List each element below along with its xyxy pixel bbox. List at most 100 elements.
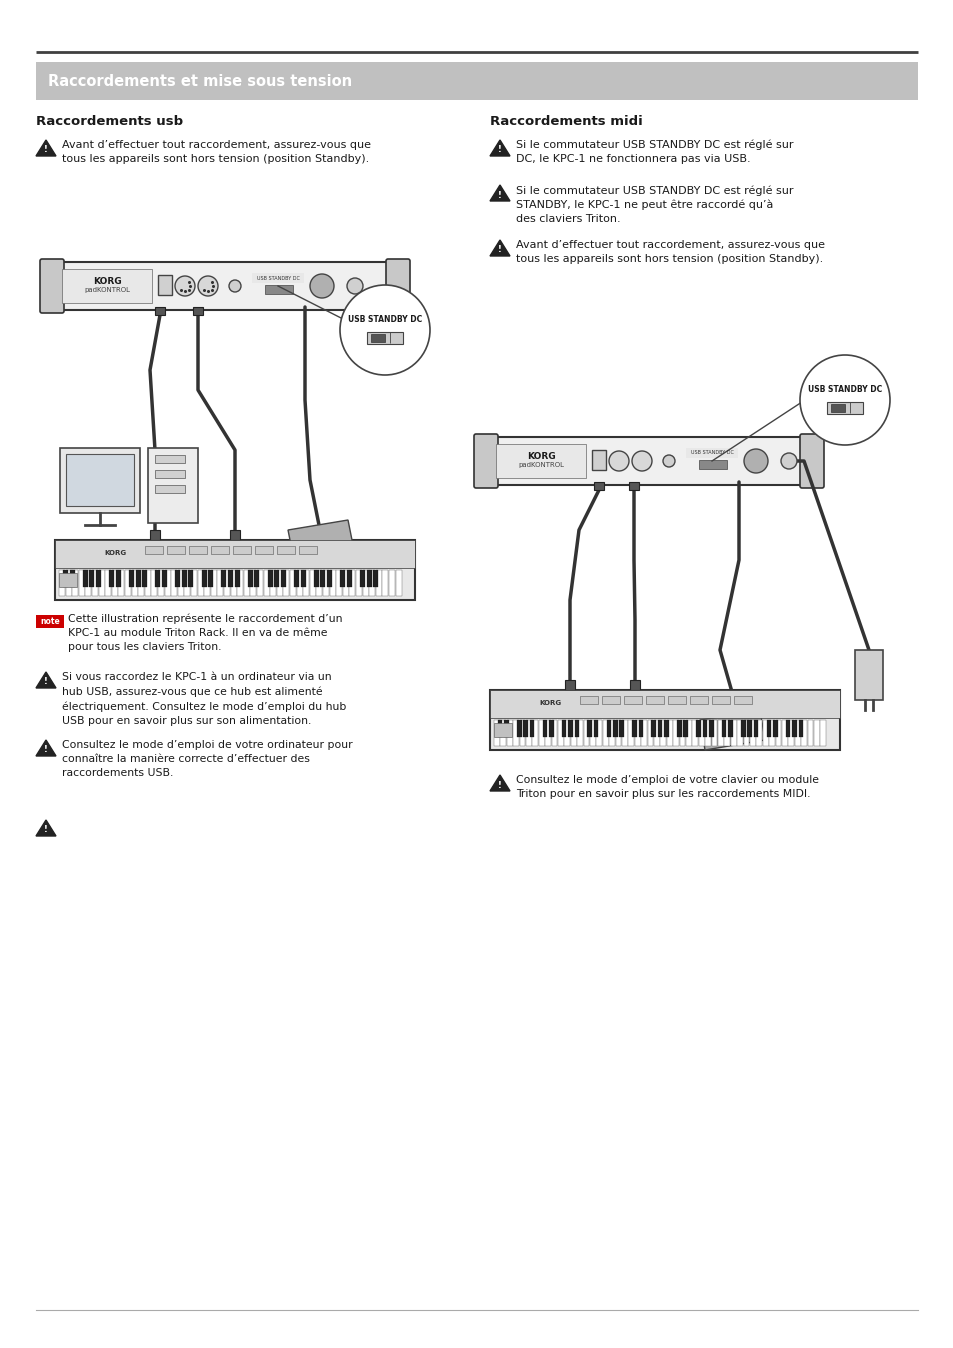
Bar bbox=[490, 690, 840, 718]
Bar bbox=[167, 546, 185, 554]
Bar bbox=[233, 546, 251, 554]
Polygon shape bbox=[490, 140, 510, 156]
Bar bbox=[609, 720, 615, 745]
Bar bbox=[79, 570, 85, 596]
Bar bbox=[583, 720, 589, 745]
Bar bbox=[579, 696, 598, 704]
Bar bbox=[654, 720, 659, 745]
Bar bbox=[300, 570, 305, 586]
Bar bbox=[623, 696, 641, 704]
Circle shape bbox=[229, 280, 241, 293]
Text: padKONTROL: padKONTROL bbox=[517, 462, 563, 468]
Bar bbox=[529, 720, 534, 737]
Bar bbox=[112, 570, 117, 596]
Text: Raccordements midi: Raccordements midi bbox=[490, 115, 642, 128]
Bar bbox=[72, 570, 78, 596]
Bar bbox=[698, 720, 704, 745]
Bar bbox=[618, 720, 623, 737]
Bar bbox=[165, 570, 171, 596]
Bar bbox=[59, 570, 65, 596]
Bar bbox=[798, 720, 802, 737]
Bar bbox=[193, 307, 203, 315]
Bar bbox=[274, 570, 279, 586]
Bar bbox=[158, 570, 164, 596]
Bar bbox=[615, 720, 620, 745]
Bar bbox=[500, 720, 506, 745]
Text: Si le commutateur USB STANDBY DC est réglé sur
STANDBY, le KPC-1 ne peut être ra: Si le commutateur USB STANDBY DC est rég… bbox=[516, 185, 793, 224]
Circle shape bbox=[662, 456, 675, 466]
Bar bbox=[785, 720, 790, 737]
Bar bbox=[594, 483, 603, 491]
Bar bbox=[538, 720, 544, 745]
Bar bbox=[794, 720, 800, 745]
Bar bbox=[549, 720, 553, 737]
FancyBboxPatch shape bbox=[491, 437, 806, 485]
Circle shape bbox=[339, 284, 430, 375]
Bar bbox=[601, 696, 619, 704]
Text: KORG: KORG bbox=[104, 550, 126, 555]
Bar bbox=[519, 720, 525, 745]
Bar bbox=[244, 570, 250, 596]
Bar bbox=[70, 570, 74, 586]
Bar bbox=[787, 720, 793, 745]
Bar bbox=[148, 448, 198, 523]
Bar bbox=[175, 570, 180, 586]
Bar bbox=[55, 541, 415, 600]
Bar bbox=[647, 720, 653, 745]
Bar bbox=[749, 720, 755, 745]
Bar bbox=[677, 720, 680, 737]
Bar bbox=[355, 570, 361, 596]
Bar bbox=[263, 570, 270, 596]
Bar bbox=[727, 720, 732, 737]
Text: Si vous raccordez le KPC-1 à un ordinateur via un
hub USB, assurez-vous que ce h: Si vous raccordez le KPC-1 à un ordinate… bbox=[62, 673, 346, 725]
Bar bbox=[704, 720, 710, 745]
Bar bbox=[628, 483, 639, 491]
Bar bbox=[347, 570, 352, 586]
Bar bbox=[98, 570, 105, 596]
Bar bbox=[349, 570, 355, 596]
Bar bbox=[86, 570, 91, 596]
Text: !: ! bbox=[44, 745, 48, 755]
Bar bbox=[323, 570, 329, 596]
Bar bbox=[542, 720, 547, 737]
Bar bbox=[211, 570, 216, 596]
Bar bbox=[613, 720, 617, 737]
Bar bbox=[135, 570, 140, 586]
Bar bbox=[371, 334, 385, 342]
Text: Raccordements et mise sous tension: Raccordements et mise sous tension bbox=[48, 74, 352, 89]
Bar bbox=[201, 570, 207, 586]
Bar bbox=[564, 679, 575, 690]
Bar bbox=[280, 570, 286, 586]
Bar bbox=[158, 275, 172, 295]
Bar bbox=[320, 570, 325, 586]
Text: Avant d’effectuer tout raccordement, assurez-vous que
tous les appareils sont ho: Avant d’effectuer tout raccordement, ass… bbox=[62, 140, 371, 164]
Bar bbox=[36, 62, 917, 100]
Text: Si le commutateur USB STANDBY DC est réglé sur
DC, le KPC-1 ne fonctionnera pas : Si le commutateur USB STANDBY DC est rég… bbox=[516, 140, 793, 164]
Bar bbox=[628, 720, 634, 745]
Polygon shape bbox=[490, 240, 510, 256]
FancyBboxPatch shape bbox=[386, 259, 410, 313]
Bar bbox=[517, 720, 521, 737]
Circle shape bbox=[174, 276, 194, 297]
Text: |: | bbox=[388, 333, 392, 344]
Text: |: | bbox=[847, 403, 851, 414]
Bar bbox=[283, 570, 289, 596]
Bar bbox=[327, 570, 332, 586]
Bar bbox=[854, 650, 882, 700]
Bar bbox=[375, 570, 381, 596]
Bar bbox=[596, 720, 601, 745]
Bar bbox=[177, 570, 184, 596]
Bar bbox=[340, 570, 345, 586]
Bar bbox=[66, 570, 71, 596]
Bar bbox=[290, 570, 295, 596]
Bar bbox=[606, 720, 611, 737]
Bar bbox=[138, 570, 144, 596]
Bar bbox=[268, 570, 273, 586]
Text: Avant d’effectuer tout raccordement, assurez-vous que
tous les appareils sont ho: Avant d’effectuer tout raccordement, ass… bbox=[516, 240, 824, 264]
Bar bbox=[63, 570, 68, 586]
Bar bbox=[314, 570, 318, 586]
Bar bbox=[298, 546, 316, 554]
Text: Consultez le mode d’emploi de votre clavier ou module
Triton pour en savoir plus: Consultez le mode d’emploi de votre clav… bbox=[516, 775, 818, 799]
Text: padKONTROL: padKONTROL bbox=[84, 287, 130, 293]
Bar bbox=[742, 720, 749, 745]
